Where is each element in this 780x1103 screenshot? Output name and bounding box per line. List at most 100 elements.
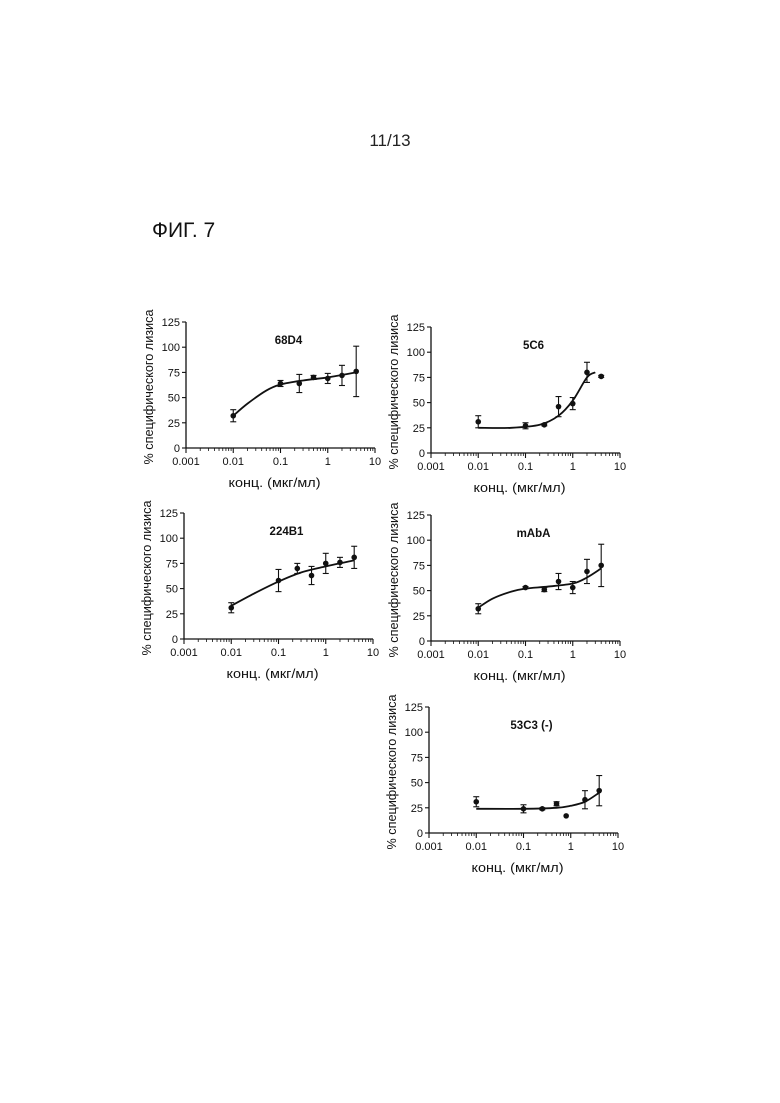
y-tick-label: 0 [419,448,425,460]
data-point [556,579,562,585]
y-tick-label: 25 [411,803,423,815]
data-point [542,587,548,593]
data-point [521,806,527,812]
chart-panel-53c3: 02550751001250.0010.010.1110% специфичес… [383,685,633,875]
y-tick-label: 125 [405,702,423,714]
data-point [570,585,576,591]
x-tick-label: 0.1 [518,649,533,661]
fit-curve [476,793,599,809]
x-tick-label: 0.01 [468,649,489,661]
y-tick-label: 125 [160,508,178,520]
fit-curve [478,568,601,607]
data-point [353,369,359,375]
x-axis-label: конц. (мкг/мл) [229,475,321,490]
x-axis-label: конц. (мкг/мл) [227,666,319,681]
x-tick-label: 0.01 [466,841,487,853]
x-tick-label: 0.1 [271,647,286,659]
data-point [311,375,317,381]
data-point [297,381,303,387]
data-point [473,799,479,805]
x-axis-label: конц. (мкг/мл) [474,668,566,683]
chart-title: 5C6 [523,340,544,352]
chart-224b1: 02550751001250.0010.010.1110% специфичес… [138,491,388,681]
y-tick-label: 100 [407,535,425,547]
x-tick-label: 0.001 [417,649,445,661]
data-point [542,422,548,428]
y-axis-label: % специфического лизиса [384,694,399,850]
data-point [523,423,529,429]
x-tick-label: 0.1 [273,456,288,468]
fit-curve [233,372,356,415]
x-tick-label: 0.001 [415,841,443,853]
data-point [337,560,343,566]
data-point [540,806,546,812]
chart-panel-5c6: 02550751001250.0010.010.1110% специфичес… [385,305,635,495]
x-tick-label: 10 [614,461,626,473]
data-point [351,555,357,561]
y-tick-label: 0 [174,443,180,455]
y-tick-label: 100 [162,342,180,354]
chart-53c3: 02550751001250.0010.010.1110% специфичес… [383,685,633,875]
chart-maba: 02550751001250.0010.010.1110% специфичес… [385,493,635,683]
y-tick-label: 125 [407,510,425,522]
data-point [563,813,569,819]
x-tick-label: 0.1 [516,841,531,853]
y-tick-label: 50 [411,778,423,790]
x-tick-label: 1 [323,647,329,659]
chart-title: 53C3 (-) [510,720,552,732]
x-tick-label: 10 [614,649,626,661]
figure-label: ФИГ. 7 [152,219,215,243]
chart-5c6: 02550751001250.0010.010.1110% специфичес… [385,305,635,495]
data-point [554,801,560,807]
chart-title: 68D4 [275,335,303,347]
x-tick-label: 1 [568,841,574,853]
y-tick-label: 25 [413,423,425,435]
chart-title: mAbA [517,528,551,540]
data-point [570,401,576,407]
x-tick-label: 0.01 [468,461,489,473]
data-point [228,605,234,611]
chart-panel-224b1: 02550751001250.0010.010.1110% специфичес… [138,491,388,681]
y-axis-label: % специфического лизиса [386,502,401,658]
y-tick-label: 50 [166,584,178,596]
data-point [584,370,590,376]
data-point [278,381,284,387]
data-point [596,788,602,794]
y-tick-label: 0 [172,634,178,646]
data-point [475,419,481,425]
data-point [230,413,236,419]
x-tick-label: 0.01 [221,647,242,659]
y-tick-label: 75 [413,560,425,572]
y-tick-label: 25 [166,609,178,621]
y-tick-label: 125 [407,322,425,334]
y-tick-label: 100 [160,533,178,545]
y-tick-label: 100 [407,347,425,359]
x-tick-label: 10 [369,456,381,468]
x-tick-label: 0.001 [170,647,198,659]
y-tick-label: 25 [168,418,180,430]
y-tick-label: 125 [162,317,180,329]
y-tick-label: 100 [405,727,423,739]
x-tick-label: 10 [367,647,379,659]
data-point [339,373,345,379]
y-tick-label: 50 [168,393,180,405]
y-tick-label: 75 [413,372,425,384]
x-tick-label: 1 [325,456,331,468]
chart-68d4: 02550751001250.0010.010.1110% специфичес… [140,300,390,490]
y-tick-label: 75 [166,558,178,570]
data-point [475,606,481,612]
y-tick-label: 50 [413,398,425,410]
x-tick-label: 0.1 [518,461,533,473]
page-number: 11/13 [0,131,780,151]
data-point [582,797,588,803]
data-point [598,374,604,380]
x-tick-label: 0.001 [417,461,445,473]
chart-panel-68d4: 02550751001250.0010.010.1110% специфичес… [140,300,390,490]
y-tick-label: 75 [168,367,180,379]
x-axis-label: конц. (мкг/мл) [472,860,564,875]
data-point [556,404,562,410]
data-point [276,578,282,584]
y-tick-label: 0 [417,828,423,840]
data-point [598,563,604,569]
data-point [295,566,301,572]
